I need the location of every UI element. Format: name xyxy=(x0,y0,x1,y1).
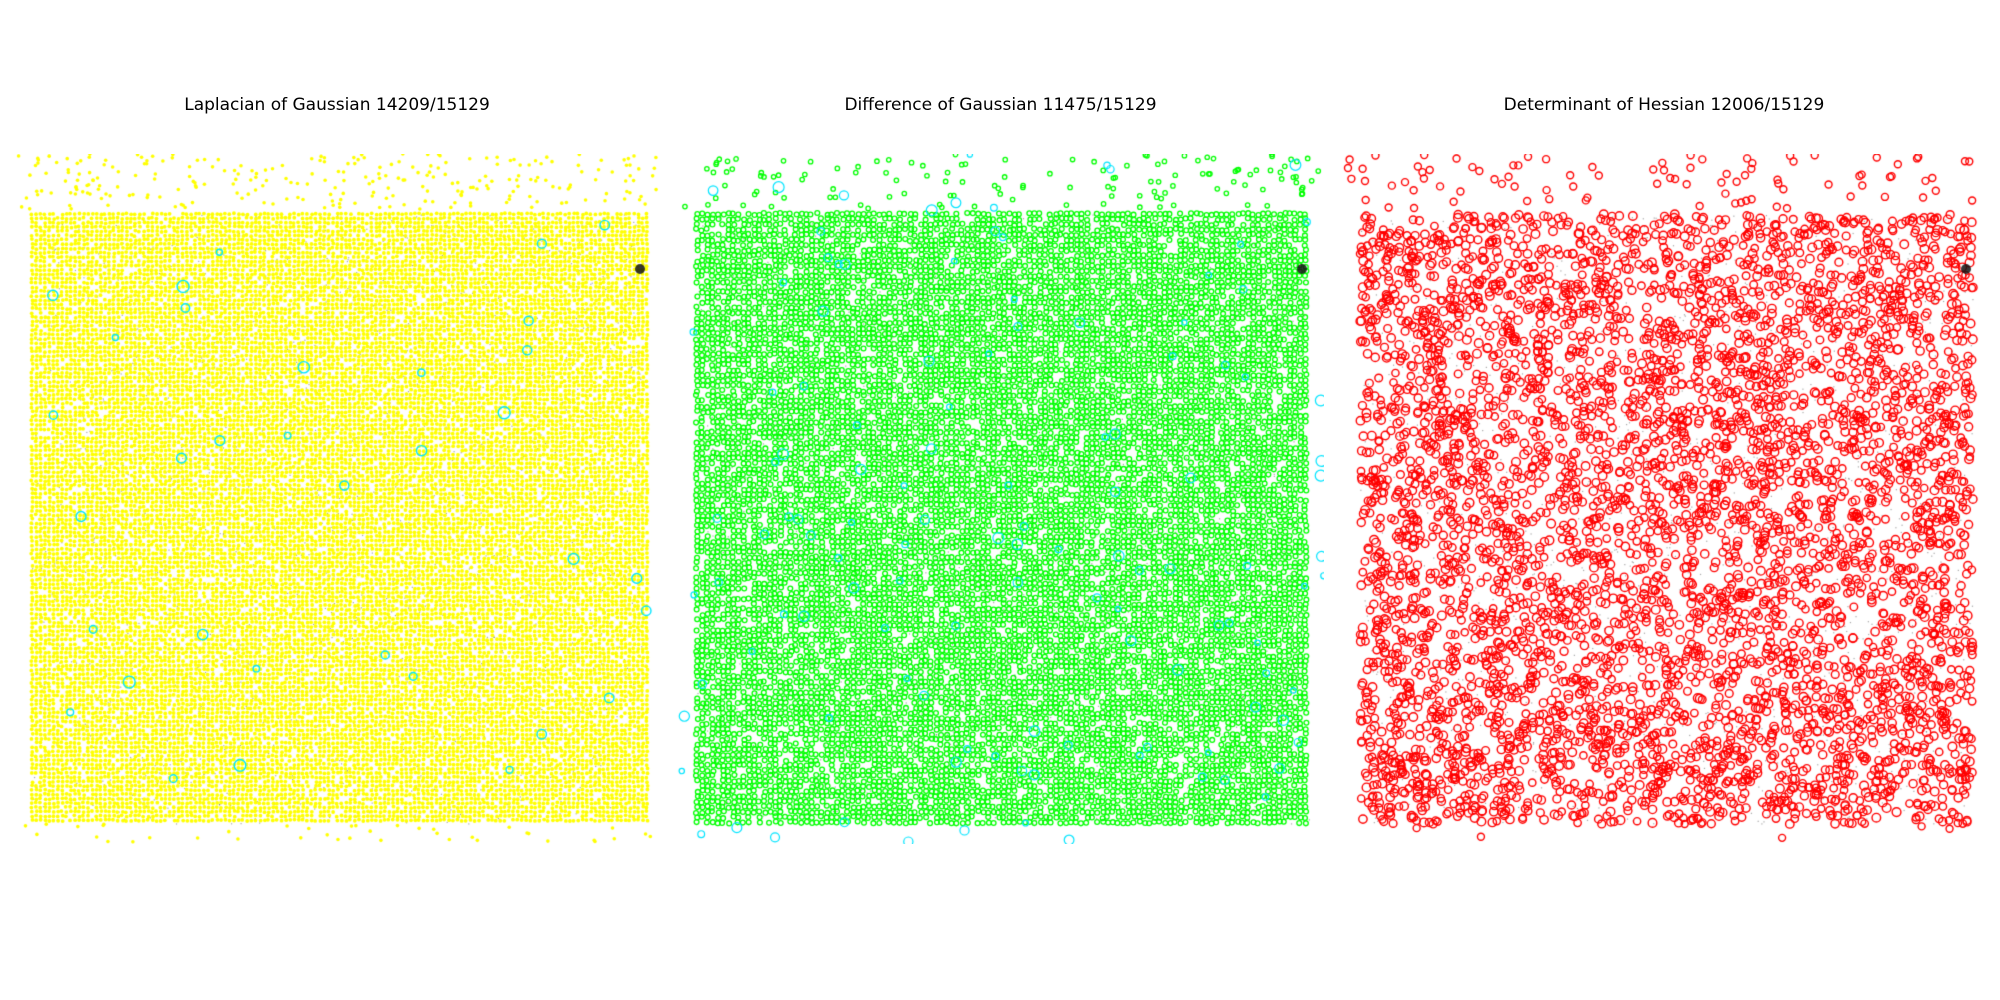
panel-title: Laplacian of Gaussian 14209/15129 xyxy=(184,95,490,115)
panel-difference-of-gaussian: Difference of Gaussian 11475/15129 xyxy=(677,95,1324,862)
blob-detection-image xyxy=(1340,154,1988,844)
panel-determinant-of-hessian: Determinant of Hessian 12006/15129 xyxy=(1340,95,1988,862)
blob-detection-image xyxy=(12,154,662,844)
panel-title: Difference of Gaussian 11475/15129 xyxy=(844,95,1157,115)
panel-laplacian-of-gaussian: Laplacian of Gaussian 14209/15129 xyxy=(12,95,662,862)
panel-title: Determinant of Hessian 12006/15129 xyxy=(1503,95,1825,115)
blob-detection-image xyxy=(677,154,1324,844)
